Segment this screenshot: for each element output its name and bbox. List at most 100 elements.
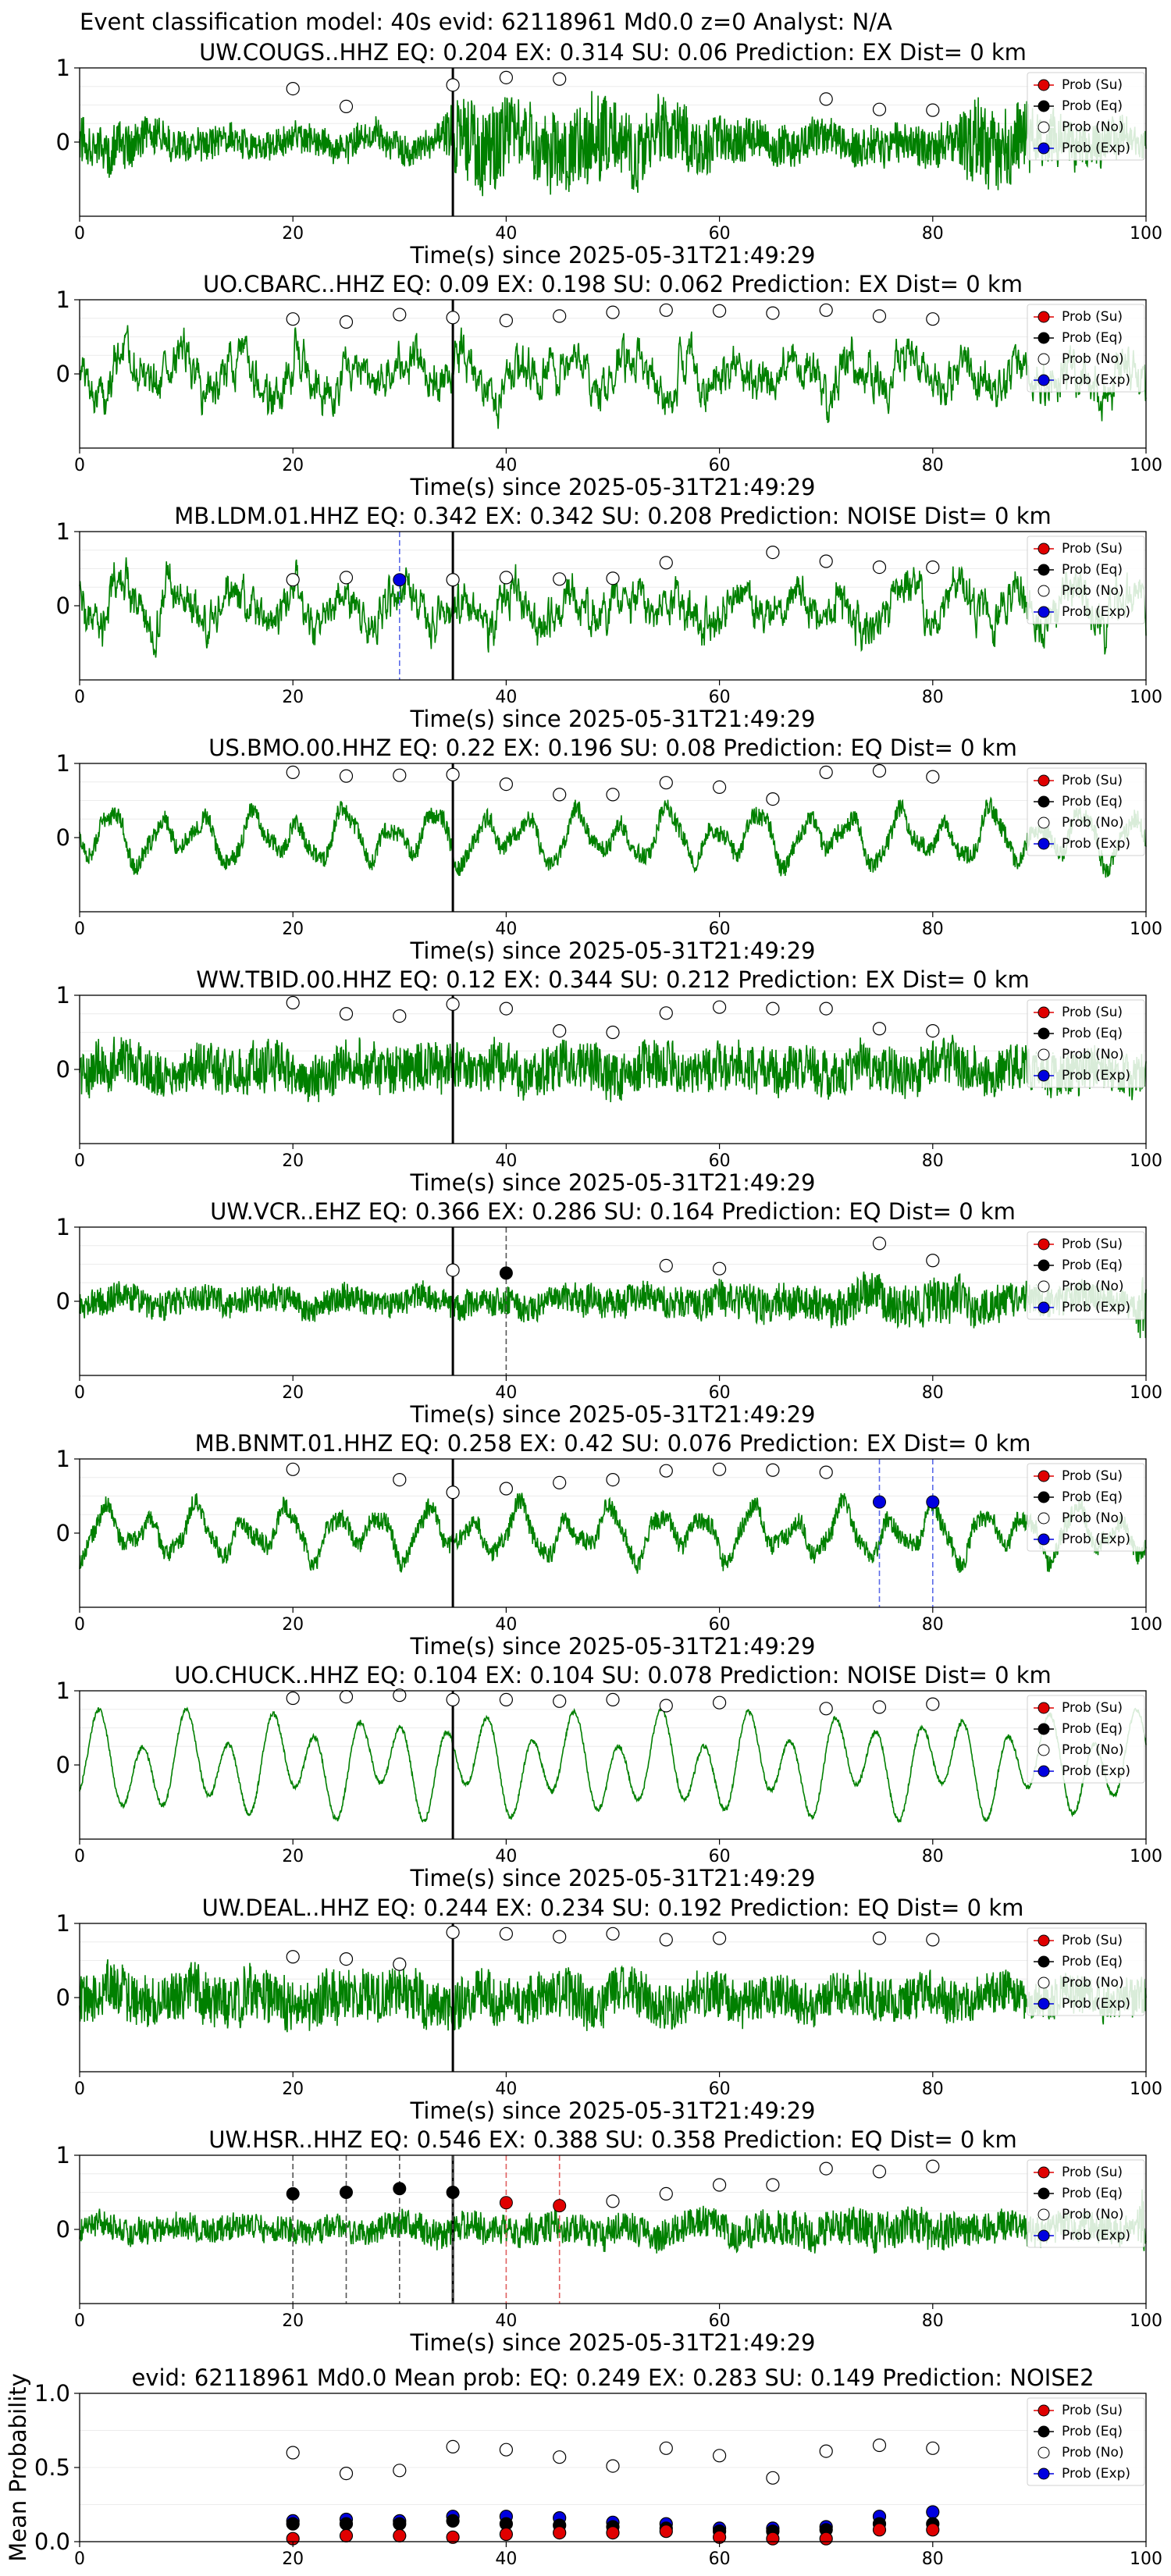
- y-tick-label: 1: [56, 1446, 70, 1472]
- legend-label: Prob (No): [1062, 583, 1124, 599]
- legend-label: Prob (Exp): [1062, 1996, 1130, 2012]
- x-tick-label: 80: [922, 688, 944, 707]
- legend-marker: [1038, 2425, 1050, 2438]
- x-axis-label: Time(s) since 2025-05-31T21:49:29: [410, 1169, 816, 1196]
- prob-no-marker: [499, 1927, 514, 1941]
- panel-title: WW.TBID.00.HHZ EQ: 0.12 EX: 0.344 SU: 0.…: [196, 966, 1030, 993]
- prob-no-marker: [819, 554, 833, 568]
- prob-no-marker: [446, 1485, 460, 1500]
- legend-marker: [1038, 1765, 1050, 1777]
- highlight-marker: [286, 2186, 300, 2201]
- mean-prob-no-marker: [286, 2446, 300, 2460]
- panel-title: UW.HSR..HHZ EQ: 0.546 EX: 0.388 SU: 0.35…: [208, 2126, 1016, 2153]
- mean-prob-su-marker: [446, 2530, 460, 2544]
- legend-marker: [1038, 1027, 1050, 1040]
- panel-title: US.BMO.00.HHZ EQ: 0.22 EX: 0.196 SU: 0.0…: [208, 735, 1017, 761]
- legend-marker: [1038, 795, 1050, 808]
- y-tick-label: 1: [56, 518, 70, 545]
- y-tick-label: 0.0: [34, 2528, 70, 2555]
- x-tick-label: 60: [709, 2549, 731, 2569]
- x-tick-label: 100: [1130, 224, 1162, 244]
- y-tick-label: 0: [56, 361, 70, 387]
- x-tick-label: 80: [922, 1383, 944, 1403]
- x-tick-label: 0: [74, 688, 85, 707]
- prob-no-marker: [446, 311, 460, 325]
- station-panel: UW.HSR..HHZ EQ: 0.546 EX: 0.388 SU: 0.35…: [56, 2126, 1162, 2356]
- legend-label: Prob (Exp): [1062, 2466, 1130, 2482]
- prob-no-marker: [446, 1263, 460, 1277]
- prob-no-marker: [286, 81, 300, 96]
- prob-no-marker: [712, 780, 727, 795]
- legend: Prob (Su) Prob (Eq) Prob (No) Prob (Exp): [1027, 1695, 1145, 1784]
- y-tick-label: 1: [56, 1910, 70, 1937]
- station-panel: MB.LDM.01.HHZ EQ: 0.342 EX: 0.342 SU: 0.…: [56, 503, 1162, 732]
- prob-no-marker: [872, 2165, 887, 2179]
- legend-box: [1027, 535, 1145, 624]
- legend-marker: [1038, 774, 1050, 787]
- mean-prob-no-marker: [659, 2441, 673, 2455]
- x-tick-label: 20: [282, 688, 304, 707]
- mean-prob-no-marker: [712, 2449, 727, 2463]
- mean-prob-no-marker: [819, 2444, 833, 2458]
- legend-marker: [1038, 1470, 1050, 1482]
- waveform: [79, 1271, 1147, 1339]
- y-tick-label: 1: [56, 982, 70, 1009]
- x-tick-label: 100: [1130, 456, 1162, 475]
- prob-no-marker: [286, 573, 300, 587]
- prob-no-marker: [659, 1258, 673, 1273]
- legend-box: [1027, 767, 1145, 856]
- x-tick-label: 80: [922, 2311, 944, 2331]
- legend-label: Prob (Su): [1062, 1468, 1123, 1484]
- x-tick-label: 20: [282, 1151, 304, 1171]
- legend: Prob (Su) Prob (Eq) Prob (No) Prob (Exp): [1027, 304, 1145, 393]
- prob-no-marker: [819, 92, 833, 106]
- prob-no-marker: [499, 777, 514, 792]
- x-tick-label: 80: [922, 2549, 944, 2569]
- x-tick-label: 40: [495, 920, 517, 939]
- x-tick-label: 40: [495, 1151, 517, 1171]
- prob-no-marker: [339, 1952, 354, 1966]
- y-tick-label: 1: [56, 286, 70, 313]
- y-tick-label: 1: [56, 55, 70, 81]
- legend-label: Prob (Su): [1062, 1700, 1123, 1716]
- x-tick-label: 80: [922, 224, 944, 244]
- legend-label: Prob (Su): [1062, 541, 1123, 557]
- x-tick-label: 40: [495, 2549, 517, 2569]
- x-axis-label: Time(s) since 2025-05-31T21:49:29: [410, 2097, 816, 2124]
- prob-no-marker: [553, 572, 567, 586]
- x-tick-label: 20: [282, 2549, 304, 2569]
- prob-no-marker: [393, 1688, 407, 1703]
- x-tick-label: 20: [282, 456, 304, 475]
- legend-marker: [1038, 2166, 1050, 2179]
- y-tick-label: 0: [56, 1984, 70, 2011]
- legend-label: Prob (No): [1062, 2445, 1124, 2460]
- prob-no-marker: [712, 2178, 727, 2192]
- legend-label: Prob (No): [1062, 1279, 1124, 1294]
- prob-no-marker: [872, 560, 887, 575]
- legend-marker: [1038, 1723, 1050, 1735]
- x-tick-label: 100: [1130, 2549, 1162, 2569]
- legend-box: [1027, 1463, 1145, 1552]
- highlight-marker: [393, 2182, 407, 2196]
- mean-prob-no-marker: [606, 2459, 620, 2473]
- legend: Prob (Su) Prob (Eq) Prob (No) Prob (Exp): [1027, 535, 1145, 624]
- legend: Prob (Su) Prob (Eq) Prob (No) Prob (Exp): [1027, 2397, 1145, 2486]
- prob-no-marker: [712, 1695, 727, 1710]
- legend-label: Prob (Eq): [1062, 2424, 1123, 2439]
- prob-no-marker: [819, 1465, 833, 1479]
- x-tick-label: 100: [1130, 1615, 1162, 1635]
- y-tick-label: 0.5: [34, 2454, 70, 2481]
- legend-label: Prob (Su): [1062, 77, 1123, 93]
- prob-no-marker: [659, 1933, 673, 1947]
- prob-no-marker: [926, 2159, 940, 2173]
- mean-prob-su-marker: [766, 2532, 780, 2546]
- legend-label: Prob (Eq): [1062, 1489, 1123, 1505]
- legend-label: Prob (No): [1062, 1742, 1124, 1758]
- prob-no-marker: [339, 1690, 354, 1704]
- prob-no-marker: [926, 770, 940, 784]
- station-panel: UO.CBARC..HHZ EQ: 0.09 EX: 0.198 SU: 0.0…: [56, 271, 1162, 500]
- x-tick-label: 0: [74, 2549, 85, 2569]
- prob-no-marker: [766, 1002, 780, 1016]
- y-tick-label: 1: [56, 1678, 70, 1704]
- legend-box: [1027, 1231, 1145, 1320]
